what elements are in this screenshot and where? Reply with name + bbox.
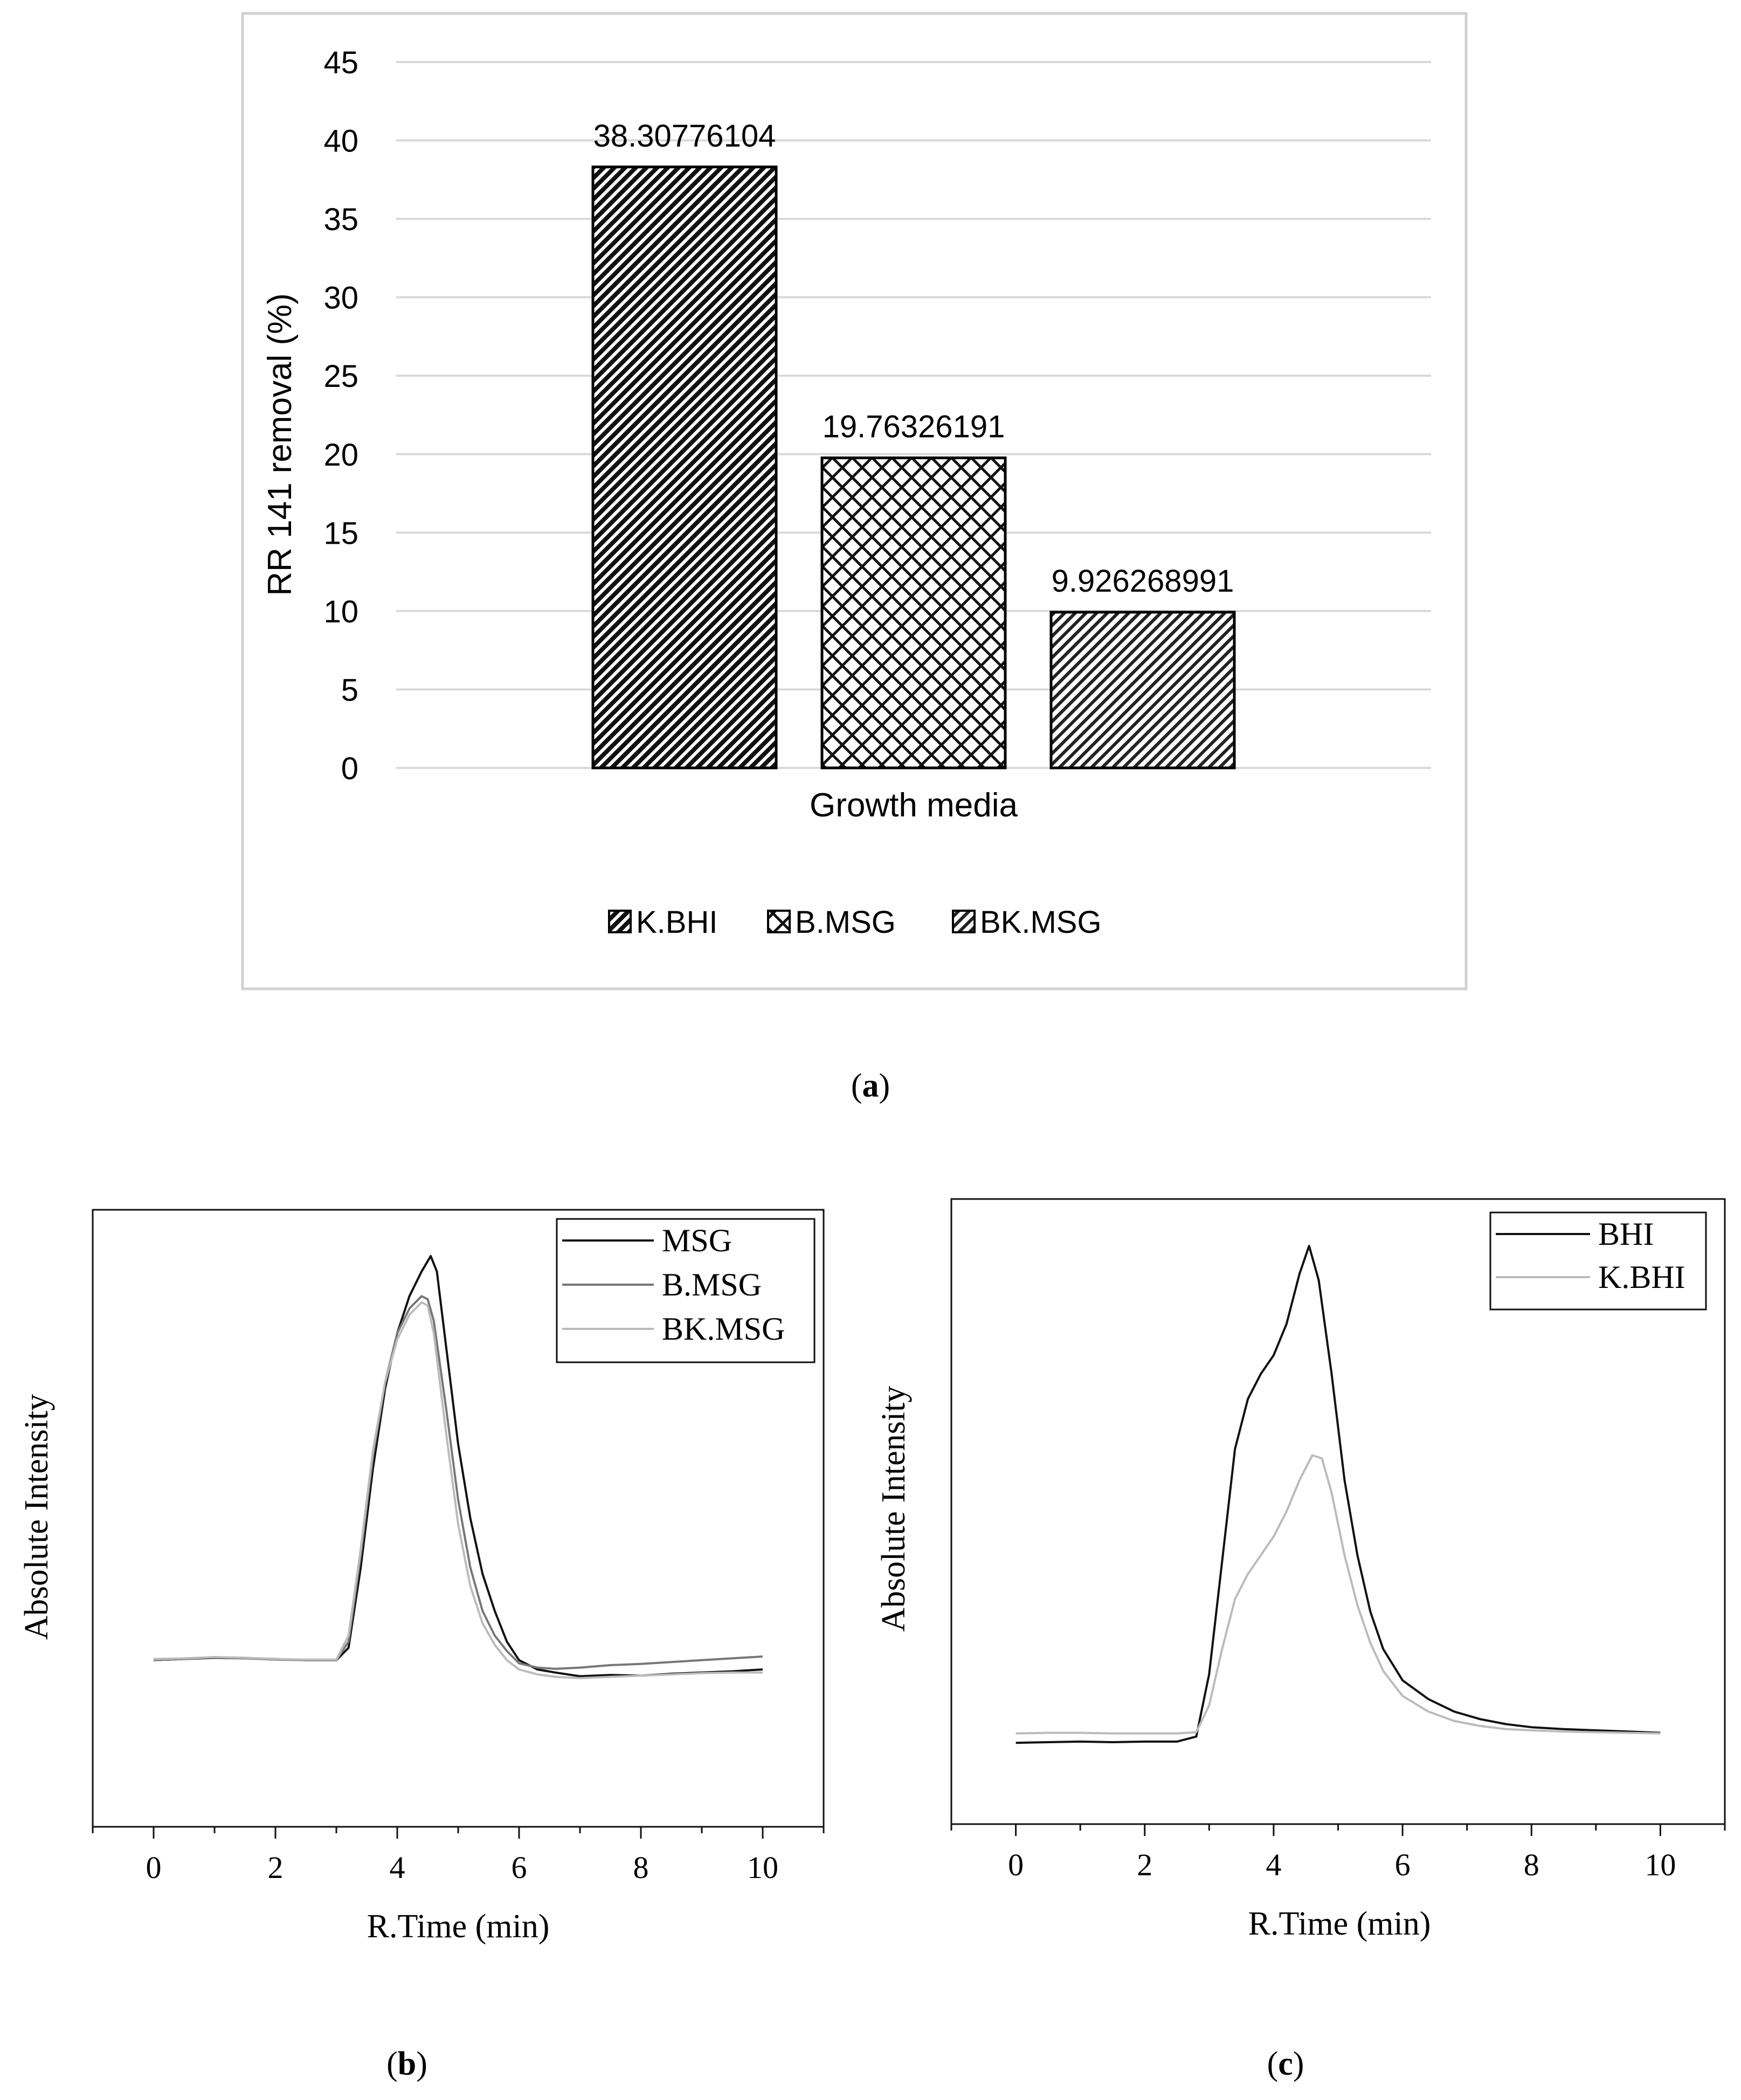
legend-box bbox=[1489, 1211, 1707, 1311]
x-tick-label: 0 bbox=[1008, 1847, 1024, 1882]
y-tick-label: 25 bbox=[323, 359, 358, 394]
legend: MSG B.MSG BK.MSG bbox=[556, 1218, 816, 1363]
y-tick-label: 10 bbox=[323, 594, 358, 629]
panel-a-letter: a bbox=[862, 1068, 879, 1104]
x-tick-label: 10 bbox=[1645, 1847, 1676, 1882]
series-line-bk-msg bbox=[153, 1301, 763, 1680]
y-tick-label: 0 bbox=[341, 751, 358, 786]
y-tick-label: 30 bbox=[323, 281, 358, 316]
panel-b-line-chart: 0 2 4 6 8 10 MSG B.MSG BK.MSG R.Time (min) Abso… bbox=[18, 1209, 825, 1945]
x-axis-label: R.Time (min) bbox=[367, 1908, 550, 1945]
x-tick-label: 4 bbox=[1266, 1847, 1281, 1882]
data-label: 19.76326191 bbox=[823, 410, 1005, 445]
panel-b-caption: (b) bbox=[386, 2046, 427, 2082]
gridlines bbox=[396, 61, 1431, 769]
y-tick-label: 35 bbox=[323, 202, 358, 237]
panel-b-letter: b bbox=[398, 2046, 416, 2082]
x-tick-label: 6 bbox=[512, 1850, 527, 1885]
legend-label: K.BHI bbox=[636, 905, 718, 940]
panel-c-letter: c bbox=[1278, 2046, 1293, 2082]
y-tick-labels: 0 5 10 15 20 25 30 35 40 45 bbox=[323, 45, 358, 786]
legend: BHI K.BHI bbox=[1489, 1211, 1707, 1311]
y-axis-label: RR 141 removal (%) bbox=[261, 293, 299, 596]
series-lines bbox=[153, 1255, 763, 1680]
legend-label: MSG bbox=[662, 1223, 732, 1258]
x-tick-label: 2 bbox=[268, 1850, 284, 1885]
legend-swatch bbox=[608, 910, 632, 933]
y-axis-label: Absolute Intensity bbox=[875, 1386, 912, 1632]
x-axis-label: Growth media bbox=[810, 787, 1018, 824]
x-tick-label: 8 bbox=[1524, 1847, 1539, 1882]
x-axis-ticks: 0 2 4 6 8 10 bbox=[950, 1824, 1726, 1882]
series-lines bbox=[1015, 1245, 1661, 1744]
legend: K.BHI B.MSG BK.MSG bbox=[608, 905, 1102, 940]
bar-b-msg bbox=[820, 456, 1007, 770]
legend-box bbox=[556, 1218, 816, 1363]
data-labels: 38.30776104 19.76326191 9.926268991 bbox=[593, 119, 1234, 599]
x-tick-label: 4 bbox=[390, 1850, 405, 1885]
legend-label: K.BHI bbox=[1598, 1259, 1685, 1295]
legend-label: BK.MSG bbox=[980, 905, 1102, 940]
x-tick-label: 10 bbox=[747, 1850, 778, 1885]
y-tick-label: 45 bbox=[323, 45, 358, 80]
bars bbox=[591, 165, 1236, 770]
y-axis-label: Absolute Intensity bbox=[18, 1394, 55, 1640]
legend-label: B.MSG bbox=[795, 905, 896, 940]
y-tick-label: 20 bbox=[323, 438, 358, 473]
legend-swatch bbox=[767, 910, 791, 933]
x-tick-label: 6 bbox=[1395, 1847, 1411, 1882]
y-tick-label: 15 bbox=[323, 516, 358, 551]
x-tick-label: 0 bbox=[146, 1850, 162, 1885]
y-tick-label: 40 bbox=[323, 124, 358, 159]
panel-a-caption: (a) bbox=[851, 1068, 890, 1104]
legend-label: BK.MSG bbox=[662, 1311, 785, 1347]
bar-bk-msg bbox=[1049, 611, 1236, 770]
x-tick-label: 2 bbox=[1137, 1847, 1152, 1882]
legend-swatch bbox=[952, 910, 976, 933]
data-label: 9.926268991 bbox=[1052, 564, 1234, 599]
series-line-k-bhi bbox=[1015, 1454, 1661, 1735]
x-axis-label: R.Time (min) bbox=[1248, 1905, 1431, 1942]
legend-label: B.MSG bbox=[662, 1267, 762, 1302]
x-tick-label: 8 bbox=[633, 1850, 649, 1885]
series-line-bhi bbox=[1015, 1245, 1661, 1744]
panel-a-bar-chart: 0 5 10 15 20 25 30 35 40 45 38.30776104 19.7632619… bbox=[241, 12, 1468, 990]
legend-label: BHI bbox=[1598, 1216, 1654, 1252]
data-label: 38.30776104 bbox=[593, 119, 776, 154]
bar-k-bhi bbox=[591, 165, 778, 770]
panel-c-caption: (c) bbox=[1267, 2046, 1304, 2082]
x-axis-ticks: 0 2 4 6 8 10 bbox=[92, 1827, 825, 1885]
panel-c-line-chart: 0 2 4 6 8 10 BHI K.BHI R.Time (min) Absolute I… bbox=[875, 1198, 1726, 1942]
y-tick-label: 5 bbox=[341, 673, 358, 708]
